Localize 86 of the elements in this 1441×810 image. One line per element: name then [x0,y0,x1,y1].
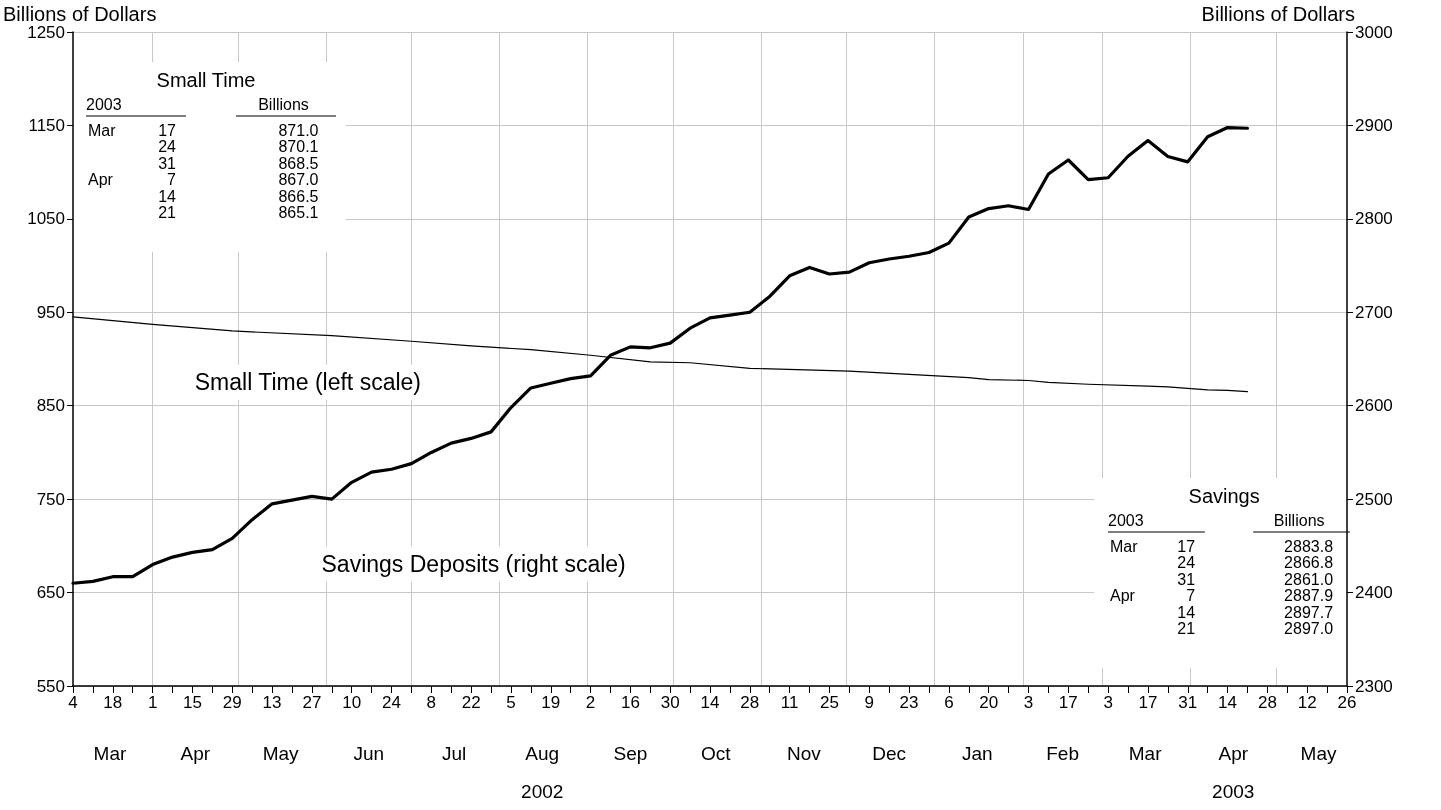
y-tick-label: 1250 [27,22,65,42]
series-label: Small Time (left scale) [194,369,421,396]
y-tick-label: 950 [36,302,65,322]
x2-tick-label: Dec [872,742,907,764]
annotation: 2003 [1108,511,1144,529]
annotation: Billions [1273,511,1325,529]
y-tick-label: 1150 [28,115,65,135]
text: 31 2861.0 [1177,570,1334,588]
x-tick-label: 5 [506,693,516,712]
x-tick-label: 30 [660,693,680,712]
x2-tick-label: May [1300,742,1337,764]
y2-tick-label: 2900 [1355,115,1393,135]
y-axis-title: Billions of Dollars [3,2,157,25]
x-tick-label: 14 [700,693,720,712]
x2-tick-label: Apr 2003 [1212,742,1255,802]
x2-tick-label: Aug 2002 [521,742,564,802]
text: 31 868.5 [158,154,319,172]
x2-tick-label: Apr [180,742,211,764]
y2-tick-label: 2300 [1355,676,1393,696]
x2-tick-label: Sep [613,742,648,764]
x-tick-label: 24 [382,693,401,712]
y-tick-label: 750 [36,489,65,509]
x-tick-label: 25 [819,693,839,712]
y-tick-label: 1050 [27,209,65,229]
annotation: Savings [1188,485,1260,507]
x-tick-label: 20 [979,693,999,712]
x-tick-label: 17 [1138,693,1158,712]
x-tick-label: 23 [899,693,919,712]
y-tick-label: 850 [36,396,65,416]
x2-tick-label: Nov [786,742,822,764]
x-tick-label: 8 [426,693,437,712]
x-tick-label: 28 [1257,693,1277,712]
text: 24 870.1 [158,138,319,155]
text: 14 866.5 [158,187,319,205]
text: Savings Deposits (right scale) [321,551,626,578]
x-tick-label: 29 [222,693,242,712]
y2-tick-label: 2500 [1355,489,1393,509]
text: Mar 17 871.0 [88,121,319,139]
text: Apr 7 867.0 [88,171,319,188]
text: Apr 7 2887.9 [1110,587,1334,604]
y2-tick-label: 2800 [1355,209,1393,229]
x2-tick-label: Feb [1046,742,1079,764]
x-tick-label: 18 [103,693,123,712]
x2-tick-label: Oct [700,742,732,764]
x-tick-label: 4 [68,693,78,712]
x-tick-label: 31 [1178,693,1198,712]
x2-tick-label: Jun [353,742,385,764]
y-tick-label: 650 [36,583,65,603]
text: 14 2897.7 [1177,603,1334,621]
x-tick-label: 16 [620,693,640,712]
x2-tick-label: Mar [93,742,127,764]
y2-axis-title: Billions of Dollars [1201,2,1355,25]
x2-tick-label: Jul [441,742,467,764]
x-tick-label: 9 [864,693,874,712]
x2-tick-label: Mar [1128,742,1163,764]
x-tick-label: 12 [1297,693,1317,712]
text: 21 2897.0 [1177,620,1334,637]
x2-tick-label: Jan [961,742,993,764]
text: 24 2866.8 [1177,554,1334,571]
x-tick-label: 6 [944,693,954,712]
x-tick-label: 10 [342,693,362,712]
x-tick-label: 3 [1103,693,1113,712]
x-tick-label: 2 [585,693,596,712]
x-tick-label: 17 [1058,693,1078,712]
x-tick-label: 22 [461,693,481,712]
annotation: 2003 [86,95,122,113]
text: 21 865.1 [158,204,319,221]
x2-tick-label: May [262,742,300,764]
annotation: Billions [258,95,309,113]
x-tick-label: 15 [182,693,202,712]
y2-tick-label: 2600 [1355,396,1393,416]
text: Mar 17 2883.8 [1110,537,1334,555]
y-tick-label: 550 [36,676,65,696]
x-tick-label: 14 [1218,693,1238,712]
x-tick-label: 26 [1337,693,1357,712]
x-tick-label: 3 [1023,693,1034,712]
x-tick-label: 11 [780,693,799,712]
x-tick-label: 13 [262,693,282,712]
x-tick-label: 27 [302,693,322,712]
y2-tick-label: 2700 [1355,302,1393,322]
x-tick-label: 1 [147,693,158,712]
y2-tick-label: 2400 [1355,583,1393,603]
x-tick-label: 28 [740,693,760,712]
y2-tick-label: 3000 [1355,22,1393,42]
annotation: Small Time [156,69,256,91]
x-tick-label: 19 [541,693,561,712]
